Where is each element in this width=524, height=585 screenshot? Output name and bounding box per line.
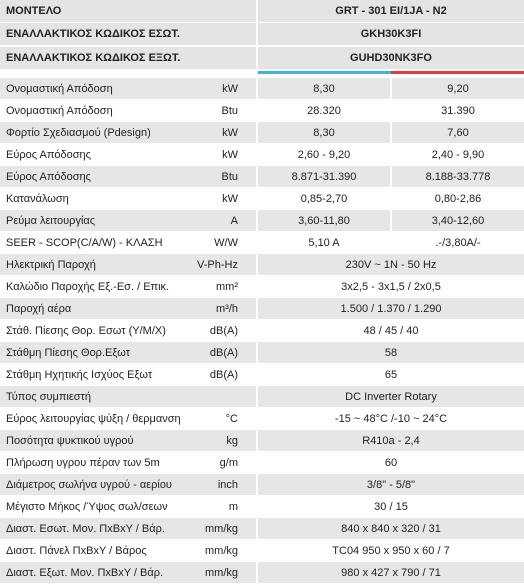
row-value: 230V ~ 1N - 50 Hz [258, 254, 524, 275]
row-value: 8.188-33.778 [392, 166, 524, 187]
row-value: 5,10 A [258, 232, 390, 253]
row-unit: inch [217, 478, 238, 491]
row-label: Ονομαστική Απόδοση [0, 78, 256, 99]
row-unit: mm/kg [205, 544, 238, 557]
row-value: 3/8" - 5/8" [258, 474, 524, 495]
row-value: 1.500 / 1.370 / 1.290 [258, 298, 524, 319]
row-label: Στάθ. Πίεσης Θορ. Εσωτ (Υ/Μ/Χ) [0, 320, 256, 341]
row-value: R410a - 2,4 [258, 430, 524, 451]
header-value: GUHD30NK3FO [258, 47, 524, 69]
row-unit: W/W [214, 236, 238, 249]
row-unit: dB(A) [209, 346, 238, 359]
row-label: Διαστ. Εσωτ. Μον. ΠxΒxΥ / Βάρ. [0, 518, 256, 539]
row-unit: °C [225, 412, 238, 425]
row-value: 28.320 [258, 100, 390, 121]
row-unit: V-Ph-Hz [197, 258, 238, 271]
row-value: 2,60 - 9,20 [258, 144, 390, 165]
header-value: GRT - 301 EI/1JA - N2 [258, 0, 524, 22]
row-value: 65 [258, 364, 524, 385]
header-label: ΕΝΑΛΛΑΚΤΙΚΟΣ ΚΩΔΙΚΟΣ ΕΣΩΤ. [0, 23, 256, 45]
row-value: 8,30 [258, 78, 390, 99]
row-label: Εύρος Απόδοσης [0, 166, 256, 187]
row-unit: dB(A) [209, 368, 238, 381]
outdoor-accent [391, 71, 524, 74]
row-value: 8,30 [258, 122, 390, 143]
row-label: Μέγιστο Μήκος /Ύψος σωλ/σεων [0, 496, 256, 517]
row-value: 3x2,5 - 3x1,5 / 2x0,5 [258, 276, 524, 297]
row-label: Τύπος συμπιεστή [0, 386, 256, 407]
row-value: 8.871-31.390 [258, 166, 390, 187]
row-value: 30 / 15 [258, 496, 524, 517]
row-label: Στάθμη Ηχητικής Ισχύος Εξωτ [0, 364, 256, 385]
row-label: Ποσότητα ψυκτικού υγρού [0, 430, 256, 451]
row-value: 0,80-2,86 [392, 188, 524, 209]
row-label: Διαστ. Εξωτ. Μον. ΠxΒxΥ / Βάρ. [0, 562, 256, 583]
row-value: 48 / 45 / 40 [258, 320, 524, 341]
row-label: SEER - SCOP(C/A/W) - ΚΛΑΣΗ [0, 232, 256, 253]
row-value: 58 [258, 342, 524, 363]
row-unit: A [230, 214, 238, 227]
row-label: Κατανάλωση [0, 188, 256, 209]
row-unit: g/m [219, 456, 238, 469]
row-label: Στάθμη Πίεσης Θορ.Εξωτ [0, 342, 256, 363]
row-label: Ονομαστική Απόδοση [0, 100, 256, 121]
row-value: DC Inverter Rotary [258, 386, 524, 407]
row-unit: kW [222, 126, 238, 139]
row-unit: mm/kg [205, 566, 238, 579]
row-value: 980 x 427 x 790 / 71 [258, 562, 524, 583]
indoor-accent [258, 71, 391, 74]
row-label: Καλώδιο Παροχής Εξ.-Εσ. / Επικ. [0, 276, 256, 297]
row-value: 7,60 [392, 122, 524, 143]
row-unit: kW [222, 192, 238, 205]
header-value: GKH30K3FI [258, 23, 524, 45]
row-unit: mm/kg [205, 522, 238, 535]
row-value: 31.390 [392, 100, 524, 121]
row-value: 3,60-11,80 [258, 210, 390, 231]
row-unit: Btu [221, 104, 238, 117]
row-unit: m [228, 500, 238, 513]
row-unit: kW [222, 148, 238, 161]
row-value: 840 x 840 x 320 / 31 [258, 518, 524, 539]
row-label: Πλήρωση υγρου πέραν των 5m [0, 452, 256, 473]
row-label: Ρεύμα λειτουργίας [0, 210, 256, 231]
header-label: ΕΝΑΛΛΑΚΤΙΚΟΣ ΚΩΔΙΚΟΣ ΕΞΩΤ. [0, 47, 256, 69]
row-value: TC04 950 x 950 x 60 / 7 [258, 540, 524, 561]
row-label: Παροχή αέρα [0, 298, 256, 319]
row-value: 3,40-12,60 [392, 210, 524, 231]
row-value: 9,20 [392, 78, 524, 99]
row-label: Διάμετρος σωλήνα υγρού - αερίου [0, 474, 256, 495]
header-label: ΜΟΝΤΕΛΟ [0, 0, 256, 22]
row-unit: mm² [216, 280, 238, 293]
row-unit: Btu [221, 170, 238, 183]
row-value: 0,85-2,70 [258, 188, 390, 209]
row-label: Φορτίο Σχεδιασμού (Pdesign) [0, 122, 256, 143]
row-label: Διαστ. Πάνελ ΠxΒxΥ / Βάρος [0, 540, 256, 561]
row-unit: kg [226, 434, 238, 447]
row-unit: m³/h [216, 302, 238, 315]
row-value: .-/3,80A/- [392, 232, 524, 253]
row-value: -15 ~ 48°C /-10 ~ 24°C [258, 408, 524, 429]
row-label: Εύρος λειτουργίας ψύξη / θερμανση [0, 408, 256, 429]
row-value: 60 [258, 452, 524, 473]
row-unit: kW [222, 82, 238, 95]
row-label: Ηλεκτρική Παροχή [0, 254, 256, 275]
row-label: Εύρος Απόδοσης [0, 144, 256, 165]
row-value: 2,40 - 9,90 [392, 144, 524, 165]
row-unit: dB(A) [209, 324, 238, 337]
